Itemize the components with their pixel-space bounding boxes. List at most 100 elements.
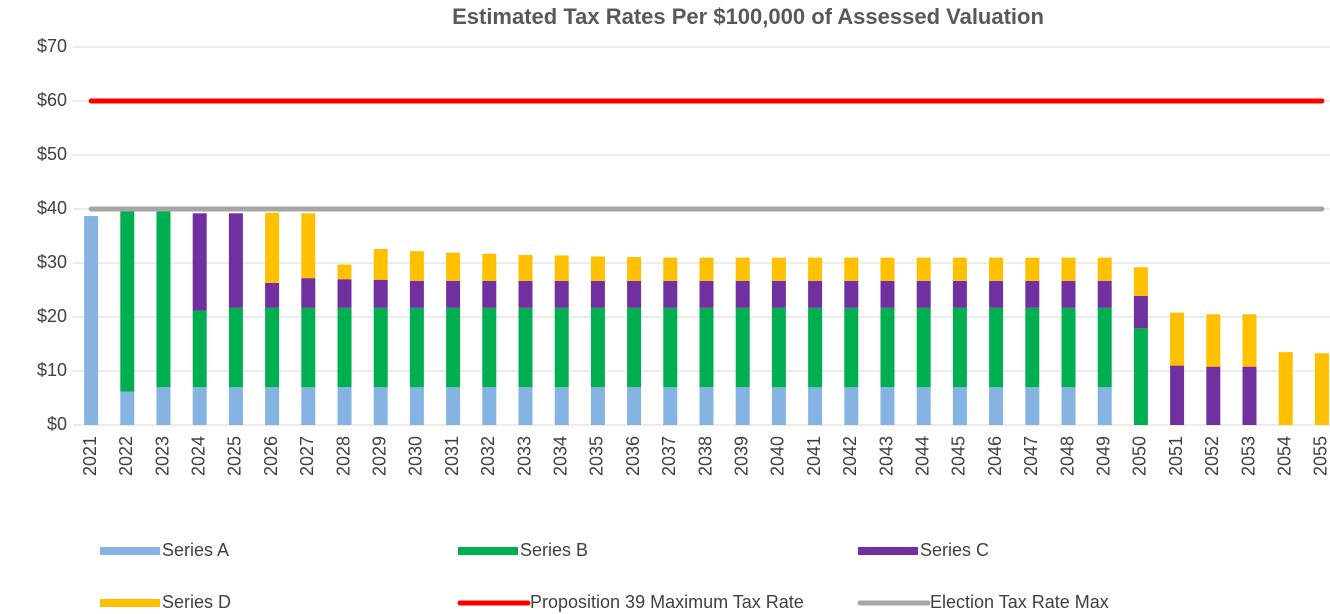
- bar: [1314, 353, 1329, 425]
- bar: [1061, 307, 1076, 388]
- bar: [590, 256, 605, 281]
- bar: [590, 387, 605, 425]
- bar: [699, 257, 714, 281]
- x-tick-label: 2023: [152, 436, 172, 476]
- bar: [482, 387, 497, 425]
- bar: [446, 280, 461, 308]
- bar: [265, 212, 280, 283]
- x-tick-label: 2045: [949, 436, 969, 476]
- bar: [120, 211, 135, 392]
- bar: [699, 307, 714, 388]
- bar: [952, 307, 967, 388]
- bar: [337, 279, 352, 308]
- bar: [735, 307, 750, 388]
- x-tick-label: 2035: [587, 436, 607, 476]
- bar: [808, 280, 823, 308]
- legend-label: Series B: [520, 540, 588, 560]
- bar: [844, 307, 859, 388]
- bar: [373, 387, 388, 425]
- x-tick-label: 2028: [333, 436, 353, 476]
- bar: [373, 248, 388, 280]
- chart-title: Estimated Tax Rates Per $100,000 of Asse…: [452, 4, 1044, 29]
- bar: [1133, 295, 1148, 329]
- x-tick-label: 2041: [804, 436, 824, 476]
- bar: [301, 278, 316, 308]
- bar: [1278, 352, 1293, 425]
- bar: [192, 387, 207, 425]
- legend-label: Series C: [920, 540, 989, 560]
- bar: [518, 307, 533, 388]
- bar: [192, 310, 207, 388]
- bar: [663, 307, 678, 388]
- x-tick-label: 2051: [1166, 436, 1186, 476]
- bar: [735, 257, 750, 281]
- bar: [916, 307, 931, 388]
- bar: [627, 257, 642, 281]
- bar: [1061, 387, 1076, 425]
- y-tick-label: $70: [37, 36, 67, 56]
- bar: [228, 213, 243, 308]
- bar: [735, 280, 750, 308]
- bar: [627, 387, 642, 425]
- bar: [156, 387, 171, 425]
- bar: [446, 387, 461, 425]
- bar: [120, 391, 135, 425]
- bar: [1025, 257, 1040, 281]
- x-tick-label: 2050: [1130, 436, 1150, 476]
- bar: [735, 387, 750, 425]
- bar: [989, 307, 1004, 388]
- bar: [373, 307, 388, 388]
- bar: [808, 257, 823, 281]
- legend-swatch: [858, 547, 918, 555]
- x-tick-label: 2053: [1238, 436, 1258, 476]
- x-tick-label: 2025: [225, 436, 245, 476]
- bar: [952, 280, 967, 308]
- y-tick-label: $20: [37, 306, 67, 326]
- bar: [192, 213, 207, 311]
- bar: [627, 280, 642, 308]
- x-tick-label: 2042: [840, 436, 860, 476]
- bar: [373, 279, 388, 308]
- legend-label: Proposition 39 Maximum Tax Rate: [530, 592, 804, 612]
- x-tick-label: 2040: [768, 436, 788, 476]
- bar: [627, 307, 642, 388]
- bar: [880, 387, 895, 425]
- bar: [771, 307, 786, 388]
- x-tick-label: 2037: [659, 436, 679, 476]
- bar: [446, 307, 461, 388]
- x-tick-label: 2038: [695, 436, 715, 476]
- x-tick-label: 2036: [623, 436, 643, 476]
- bar: [952, 387, 967, 425]
- bar: [409, 251, 424, 281]
- x-tick-label: 2024: [188, 436, 208, 476]
- y-tick-label: $50: [37, 144, 67, 164]
- bar: [554, 387, 569, 425]
- legend-swatch: [100, 599, 160, 607]
- x-tick-label: 2055: [1311, 436, 1330, 476]
- x-tick-label: 2039: [731, 436, 751, 476]
- bar: [663, 280, 678, 308]
- bar: [1133, 328, 1148, 425]
- bar: [554, 280, 569, 308]
- bar: [699, 387, 714, 425]
- bar: [409, 280, 424, 308]
- bar: [844, 387, 859, 425]
- bar: [1242, 314, 1257, 367]
- bar: [518, 280, 533, 308]
- bar: [1061, 280, 1076, 308]
- bar: [952, 257, 967, 281]
- bar: [301, 387, 316, 425]
- bar: [228, 387, 243, 425]
- legend-label: Series D: [162, 592, 231, 612]
- bar: [844, 280, 859, 308]
- bar: [518, 387, 533, 425]
- x-tick-label: 2030: [406, 436, 426, 476]
- x-tick-label: 2048: [1057, 436, 1077, 476]
- bar: [482, 307, 497, 388]
- y-tick-label: $40: [37, 198, 67, 218]
- bar: [482, 280, 497, 308]
- bar: [1242, 366, 1257, 425]
- x-tick-label: 2044: [912, 436, 932, 476]
- bar: [880, 280, 895, 308]
- x-tick-label: 2043: [876, 436, 896, 476]
